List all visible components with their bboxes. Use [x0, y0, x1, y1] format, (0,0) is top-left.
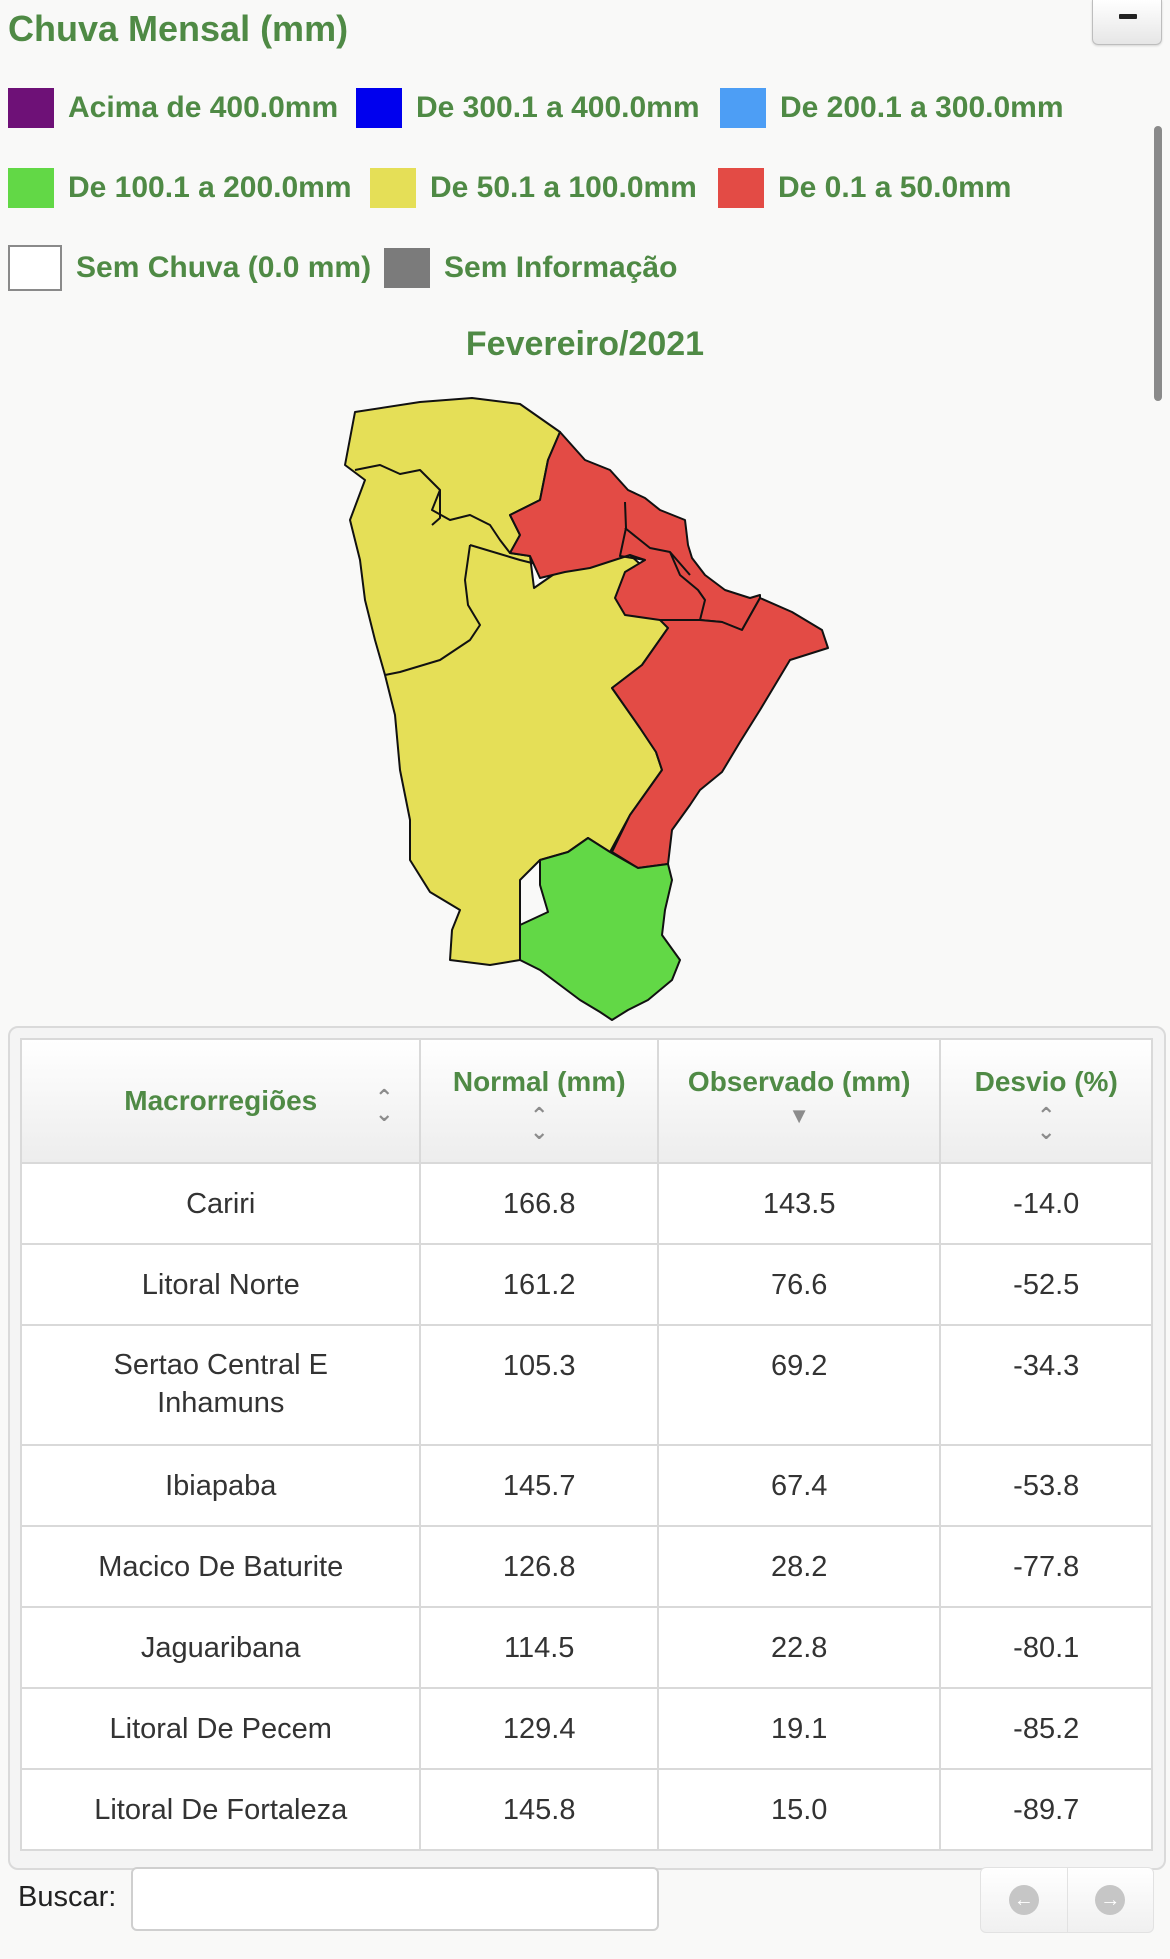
column-header-macroregion[interactable]: Macrorregiões ⌃ ⌄ [19, 1038, 422, 1164]
legend-swatch [384, 248, 430, 288]
cell-normal: 114.5 [419, 1606, 659, 1689]
search-input[interactable] [131, 1867, 659, 1931]
legend-item: Acima de 400.0mm [8, 86, 338, 130]
cell-deviation: -77.8 [939, 1525, 1153, 1608]
cell-observed: 67.4 [656, 1444, 942, 1527]
cell-deviation: -85.2 [939, 1687, 1153, 1770]
table-row: Litoral De Fortaleza 145.8 15.0 -89.7 [19, 1768, 1153, 1851]
column-header-label: Normal (mm) [452, 1066, 626, 1097]
sort-desc-icon: ▼ [788, 1103, 811, 1128]
table-row: Sertao Central E Inhamuns 105.3 69.2 -34… [19, 1324, 1153, 1446]
cell-observed: 22.8 [656, 1606, 942, 1689]
cell-deviation: -53.8 [939, 1444, 1153, 1527]
table-row: Macico De Baturite 126.8 28.2 -77.8 [19, 1525, 1153, 1608]
cell-deviation: -89.7 [939, 1768, 1153, 1851]
legend-item: Sem Chuva (0.0 mm) [8, 245, 372, 291]
cell-normal: 166.8 [419, 1162, 659, 1245]
table-row: Ibiapaba 145.7 67.4 -53.8 [19, 1444, 1153, 1527]
next-page-button[interactable]: → [1066, 1868, 1154, 1932]
column-header-label: Macrorregiões [124, 1084, 318, 1116]
cell-deviation: -14.0 [939, 1162, 1153, 1245]
cell-observed: 143.5 [656, 1162, 942, 1245]
legend-label: De 50.1 a 100.0mm [430, 171, 697, 204]
cell-normal: 129.4 [419, 1687, 659, 1770]
cell-macroregion: Litoral Norte [19, 1243, 422, 1326]
search-label: Buscar: [18, 1881, 117, 1913]
data-table-container: Macrorregiões ⌃ ⌄ Normal (mm) ⌃ ⌄ Observad… [8, 1026, 1166, 1870]
legend-item: De 300.1 a 400.0mm [356, 86, 700, 130]
column-header-label: Desvio (%) [974, 1066, 1118, 1097]
cell-deviation: -34.3 [939, 1324, 1153, 1446]
rainfall-map [344, 397, 829, 1021]
column-header-normal[interactable]: Normal (mm) ⌃ ⌄ [419, 1038, 659, 1164]
cell-macroregion: Cariri [19, 1162, 422, 1245]
legend-label: De 200.1 a 300.0mm [780, 91, 1064, 124]
cell-observed: 15.0 [656, 1768, 942, 1851]
legend-swatch [718, 168, 764, 208]
cell-deviation: -80.1 [939, 1606, 1153, 1689]
legend-item: Sem Informação [384, 246, 677, 290]
legend-label: Acima de 400.0mm [68, 91, 339, 124]
sort-arrows-icon: ⌃ ⌄ [375, 1085, 394, 1126]
legend-item: De 100.1 a 200.0mm [8, 166, 352, 210]
legend-label: De 100.1 a 200.0mm [68, 171, 352, 204]
legend-item: De 50.1 a 100.0mm [370, 166, 697, 210]
cell-normal: 145.7 [419, 1444, 659, 1527]
legend-swatch [356, 88, 402, 128]
cell-observed: 69.2 [656, 1324, 942, 1446]
cell-normal: 105.3 [419, 1324, 659, 1446]
map-region[interactable] [519, 837, 681, 1021]
table-row: Jaguaribana 114.5 22.8 -80.1 [19, 1606, 1153, 1689]
cell-macroregion: Litoral De Pecem [19, 1687, 422, 1770]
collapse-button[interactable] [1092, 0, 1162, 45]
rainfall-table: Macrorregiões ⌃ ⌄ Normal (mm) ⌃ ⌄ Observad… [19, 1038, 1153, 1851]
legend-item: De 200.1 a 300.0mm [720, 86, 1064, 130]
previous-page-button[interactable]: ← [981, 1868, 1067, 1932]
cell-normal: 161.2 [419, 1243, 659, 1326]
legend-label: Sem Chuva (0.0 mm) [76, 251, 372, 284]
panel-title: Chuva Mensal (mm) [8, 8, 349, 49]
cell-macroregion: Macico De Baturite [19, 1525, 422, 1608]
column-header-label: Observado (mm) [687, 1066, 911, 1097]
legend-swatch [8, 88, 54, 128]
pagination: ← → [980, 1867, 1154, 1933]
map-title: Fevereiro/2021 [465, 325, 705, 363]
table-row: Cariri 166.8 143.5 -14.0 [19, 1162, 1153, 1245]
sort-arrows-icon: ⌃ ⌄ [529, 1103, 549, 1144]
scrollbar[interactable] [1154, 126, 1162, 401]
legend-swatch [370, 168, 416, 208]
sort-arrows-icon: ⌃ ⌄ [1036, 1103, 1056, 1144]
cell-observed: 28.2 [656, 1525, 942, 1608]
legend-label: Sem Informação [444, 251, 678, 284]
cell-deviation: -52.5 [939, 1243, 1153, 1326]
legend-swatch [8, 168, 54, 208]
legend-swatch [8, 245, 62, 291]
column-header-deviation[interactable]: Desvio (%) ⌃ ⌄ [939, 1038, 1153, 1164]
cell-macroregion: Jaguaribana [19, 1606, 422, 1689]
table-row: Litoral Norte 161.2 76.6 -52.5 [19, 1243, 1153, 1326]
legend-item: De 0.1 a 50.0mm [718, 166, 1011, 210]
table-row: Litoral De Pecem 129.4 19.1 -85.2 [19, 1687, 1153, 1770]
cell-observed: 76.6 [656, 1243, 942, 1326]
cell-observed: 19.1 [656, 1687, 942, 1770]
legend-label: De 0.1 a 50.0mm [778, 171, 1012, 204]
minus-icon [1119, 14, 1137, 19]
cell-macroregion: Ibiapaba [19, 1444, 422, 1527]
arrow-left-circle-icon: ← [1008, 1885, 1039, 1915]
column-header-observed[interactable]: Observado (mm) ▼ [656, 1038, 942, 1164]
cell-normal: 145.8 [419, 1768, 659, 1851]
arrow-right-circle-icon: → [1095, 1885, 1126, 1915]
cell-normal: 126.8 [419, 1525, 659, 1608]
cell-macroregion: Litoral De Fortaleza [19, 1768, 422, 1851]
legend-swatch [720, 88, 766, 128]
legend-label: De 300.1 a 400.0mm [416, 91, 700, 124]
cell-macroregion: Sertao Central E Inhamuns [19, 1324, 422, 1446]
